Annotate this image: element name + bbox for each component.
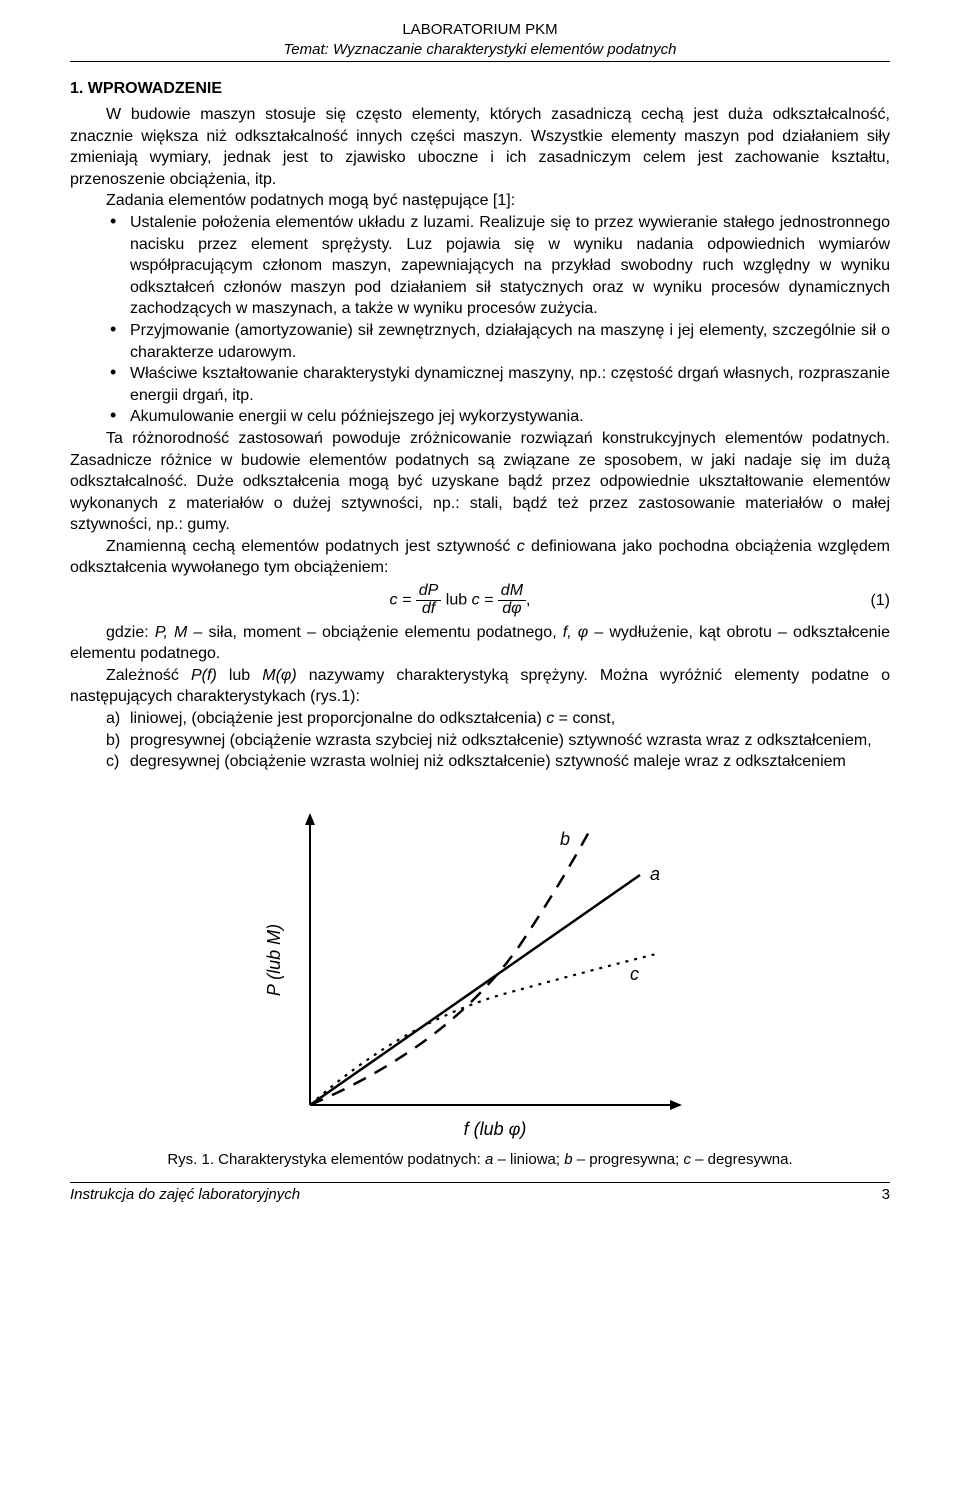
paragraph-4: Znamienną cechą elementów podatnych jest… xyxy=(70,536,890,579)
p4-text-a: Znamienną cechą elementów podatnych jest… xyxy=(106,538,517,555)
eq-mid: lub xyxy=(446,592,472,609)
p6-a: Zależność xyxy=(106,667,191,684)
la-t2: = const, xyxy=(554,710,615,727)
symbol-c: c xyxy=(517,538,525,555)
body-text: W budowie maszyn stosuje się często elem… xyxy=(70,104,890,773)
spring-characteristic-chart: b c a P (lub M) f (lub φ) xyxy=(240,785,720,1145)
svg-text:b: b xyxy=(560,829,570,849)
frac-num: dP xyxy=(416,583,442,601)
lettered-list: a) liniowej, (obciążenie jest proporcjon… xyxy=(70,708,890,773)
svg-text:c: c xyxy=(630,964,639,984)
equation-number: (1) xyxy=(850,590,890,612)
figure-1: b c a P (lub M) f (lub φ) Rys. 1. Charaktery… xyxy=(70,785,890,1168)
eq-lhs2: c xyxy=(472,592,480,609)
lc-t1: degresywnej (obciążenie wzrasta wolniej … xyxy=(130,753,846,770)
frac-num: dM xyxy=(498,583,526,601)
fraction-1: dP df xyxy=(416,583,442,618)
svg-text:a: a xyxy=(650,864,660,884)
marker-c: c) xyxy=(106,751,119,773)
footer-page-number: 3 xyxy=(882,1186,890,1203)
section-heading: 1. WPROWADZENIE xyxy=(70,80,890,98)
paragraph-1: W budowie maszyn stosuje się często elem… xyxy=(70,104,890,190)
bullet-item: Właściwe kształtowanie charakterystyki d… xyxy=(70,363,890,406)
equation: c = dP df lub c = dM dφ , xyxy=(70,583,850,618)
p6-b: lub xyxy=(217,667,262,684)
frac-den: df xyxy=(416,601,442,618)
cap-c: c xyxy=(683,1151,691,1168)
symbol-mf: M(φ) xyxy=(262,667,296,684)
lb-t1: progresywnej (obciążenie wzrasta szybcie… xyxy=(130,732,872,749)
marker-b: b) xyxy=(106,730,120,752)
page-footer: Instrukcja do zajęć laboratoryjnych 3 xyxy=(70,1182,890,1203)
p5-a: gdzie: xyxy=(106,624,155,641)
header-topic: Temat: Wyznaczanie charakterystyki eleme… xyxy=(70,40,890,60)
p5-b: – siła, moment – obciążenie elementu pod… xyxy=(187,624,562,641)
page: LABORATORIUM PKM Temat: Wyznaczanie char… xyxy=(0,0,960,1223)
cap-prefix: Rys. 1. Charakterystyka elementów podatn… xyxy=(167,1151,485,1168)
paragraph-2: Zadania elementów podatnych mogą być nas… xyxy=(70,190,890,212)
cap-b: b xyxy=(564,1151,572,1168)
eq-lhs1: c xyxy=(390,592,398,609)
header-lab: LABORATORIUM PKM xyxy=(70,20,890,40)
cap-at: – liniowa; xyxy=(493,1151,564,1168)
paragraph-5: gdzie: P, M – siła, moment – obciążenie … xyxy=(70,622,890,665)
footer-left: Instrukcja do zajęć laboratoryjnych xyxy=(70,1186,300,1203)
eq-tail: , xyxy=(526,592,530,609)
cap-ct: – degresywna. xyxy=(691,1151,793,1168)
page-header: LABORATORIUM PKM Temat: Wyznaczanie char… xyxy=(70,20,890,62)
symbols-ff: f, φ xyxy=(563,624,588,641)
lettered-item-a: a) liniowej, (obciążenie jest proporcjon… xyxy=(70,708,890,730)
paragraph-6: Zależność P(f) lub M(φ) nazywamy charakt… xyxy=(70,665,890,708)
lettered-item-c: c) degresywnej (obciążenie wzrasta wolni… xyxy=(70,751,890,773)
cap-bt: – progresywna; xyxy=(573,1151,684,1168)
lettered-item-b: b) progresywnej (obciążenie wzrasta szyb… xyxy=(70,730,890,752)
bullet-item: Przyjmowanie (amortyzowanie) sił zewnętr… xyxy=(70,320,890,363)
fraction-2: dM dφ xyxy=(498,583,526,618)
frac-den: dφ xyxy=(498,601,526,618)
bullet-list: Ustalenie położenia elementów układu z l… xyxy=(70,212,890,428)
bullet-item: Akumulowanie energii w celu późniejszego… xyxy=(70,406,890,428)
bullet-item: Ustalenie położenia elementów układu z l… xyxy=(70,212,890,320)
svg-text:P (lub M): P (lub M) xyxy=(264,924,284,996)
marker-a: a) xyxy=(106,708,120,730)
paragraph-3: Ta różnorodność zastosowań powoduje zróż… xyxy=(70,428,890,536)
symbols-pm: P, M xyxy=(155,624,188,641)
symbol-pf: P(f) xyxy=(191,667,217,684)
svg-text:f (lub φ): f (lub φ) xyxy=(464,1119,527,1139)
figure-caption: Rys. 1. Charakterystyka elementów podatn… xyxy=(70,1151,890,1168)
equation-row: c = dP df lub c = dM dφ , (1) xyxy=(70,583,890,618)
la-t1: liniowej, (obciążenie jest proporcjonaln… xyxy=(130,710,546,727)
